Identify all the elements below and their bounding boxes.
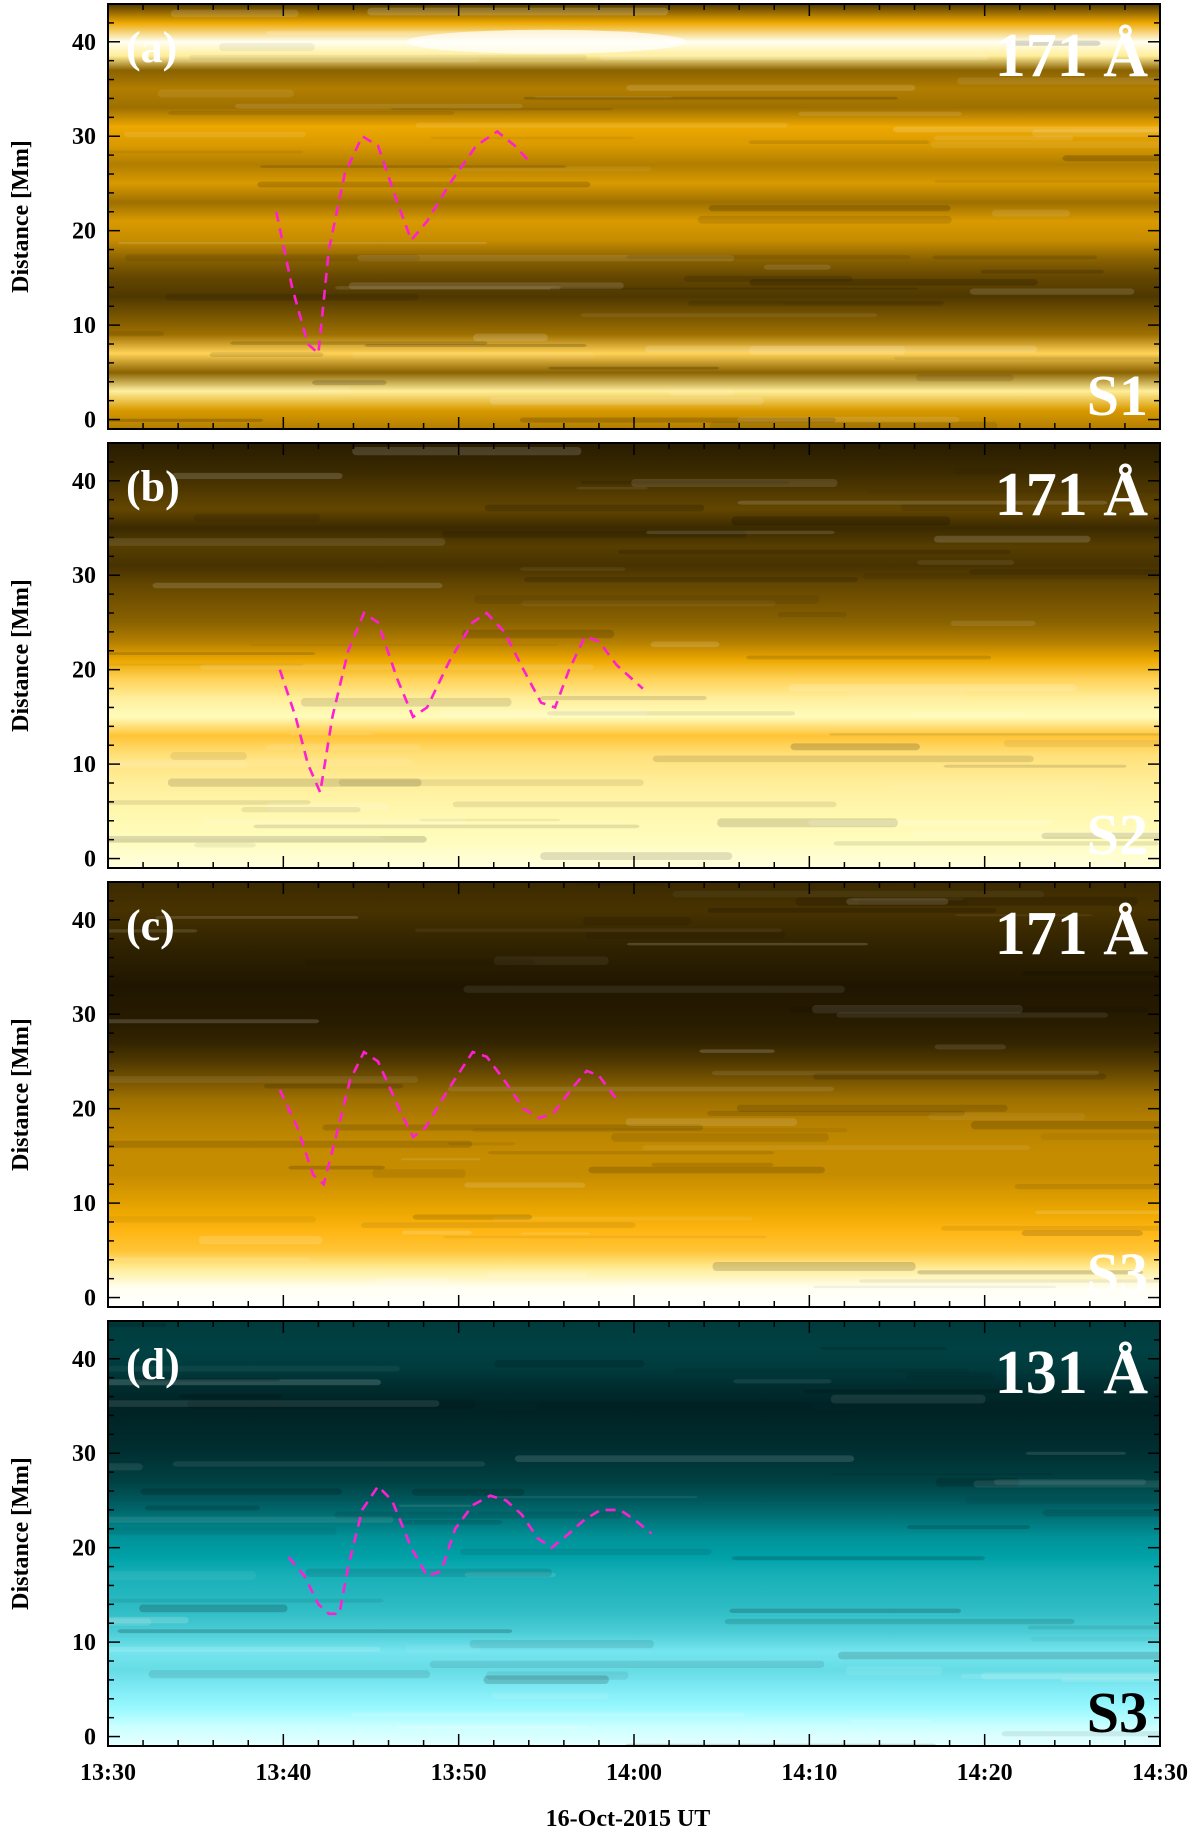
x-tick-label: 13:30: [80, 1760, 136, 1786]
y-tick-label: 30: [72, 563, 96, 589]
wavelength-label: 131 Å: [995, 1339, 1149, 1407]
wavelength-label: 171 Å: [995, 22, 1149, 90]
slit-label: S1: [1087, 363, 1148, 428]
panel-b: 0 10 20 30 40 Distance [Mm] (b) 171 Å S2: [8, 442, 1161, 873]
y-axis-label: Distance [Mm]: [8, 1457, 34, 1610]
y-tick-label: 20: [72, 1536, 96, 1562]
oscillation-track: [275, 129, 534, 357]
panel-letter: (a): [126, 23, 177, 72]
panel-letter: (d): [126, 1340, 180, 1389]
y-axis-label: Distance [Mm]: [8, 579, 34, 732]
slit-label: S2: [1087, 802, 1148, 867]
y-tick-label: 30: [72, 1441, 96, 1467]
intensity-map: [108, 443, 1160, 868]
streak-texture: [108, 7, 1160, 429]
slit-label: S3: [1087, 1241, 1148, 1306]
x-tick-label: 14:20: [957, 1760, 1013, 1786]
x-tick-label: 13:40: [255, 1760, 311, 1786]
streak-texture: [108, 1322, 1160, 1746]
y-tick-label: 20: [72, 1097, 96, 1123]
panel-letter: (c): [126, 901, 175, 950]
y-axis-label: Distance [Mm]: [8, 1018, 34, 1171]
wavelength-label: 171 Å: [995, 900, 1149, 968]
x-tick-label: 13:50: [431, 1760, 487, 1786]
y-tick-label: 0: [84, 1286, 96, 1312]
y-tick-label: 0: [84, 1725, 96, 1751]
y-tick-label: 0: [84, 847, 96, 873]
panel-c: 0 10 20 30 40 Distance [Mm] (c) 171 Å S3: [8, 881, 1161, 1312]
panels-layer: 0 10 20 30 40 Distance [Mm] (a) 171 Å S1 0 10 20 30 4…: [8, 3, 1161, 1751]
y-tick-label: 20: [72, 658, 96, 684]
y-axis: 0 10 20 30 40: [72, 442, 1161, 873]
y-tick-label: 40: [72, 30, 96, 56]
panel-d: 0 10 20 30 40 Distance [Mm] (d) 131 Å S3: [8, 1320, 1161, 1751]
oscillation-track: [287, 1484, 653, 1616]
y-axis: 0 10 20 30 40: [72, 1320, 1161, 1751]
y-tick-label: 40: [72, 1347, 96, 1373]
y-tick-label: 30: [72, 124, 96, 150]
x-tick-label: 14:30: [1132, 1760, 1188, 1786]
y-tick-label: 40: [72, 469, 96, 495]
intensity-map: [108, 1321, 1160, 1746]
y-tick-label: 20: [72, 219, 96, 245]
x-axis-label: 16-Oct-2015 UT: [546, 1806, 711, 1832]
y-tick-label: 40: [72, 908, 96, 934]
x-tick-label: 14:10: [781, 1760, 837, 1786]
x-axis: 13:30 13:40 13:50 14:00 14:10 14:20 14:30: [80, 1760, 1188, 1786]
y-axis-label: Distance [Mm]: [8, 140, 34, 293]
y-tick-label: 30: [72, 1002, 96, 1028]
y-tick-label: 10: [72, 1191, 96, 1217]
y-axis: 0 10 20 30 40: [72, 881, 1161, 1312]
panel-a: 0 10 20 30 40 Distance [Mm] (a) 171 Å S1: [8, 3, 1161, 434]
streak-texture: [108, 447, 1160, 860]
streak-texture: [108, 883, 1160, 1302]
oscillation-track: [278, 611, 644, 797]
y-tick-label: 0: [84, 408, 96, 434]
y-tick-label: 10: [72, 313, 96, 339]
oscillation-track: [278, 1050, 618, 1187]
wavelength-label: 171 Å: [995, 461, 1149, 529]
x-tick-label: 14:00: [606, 1760, 662, 1786]
y-tick-label: 10: [72, 752, 96, 778]
panel-letter: (b): [126, 462, 180, 511]
slit-label: S3: [1087, 1680, 1148, 1745]
y-axis: 0 10 20 30 40: [72, 3, 1161, 434]
intensity-map: [108, 4, 1160, 429]
y-tick-label: 10: [72, 1630, 96, 1656]
